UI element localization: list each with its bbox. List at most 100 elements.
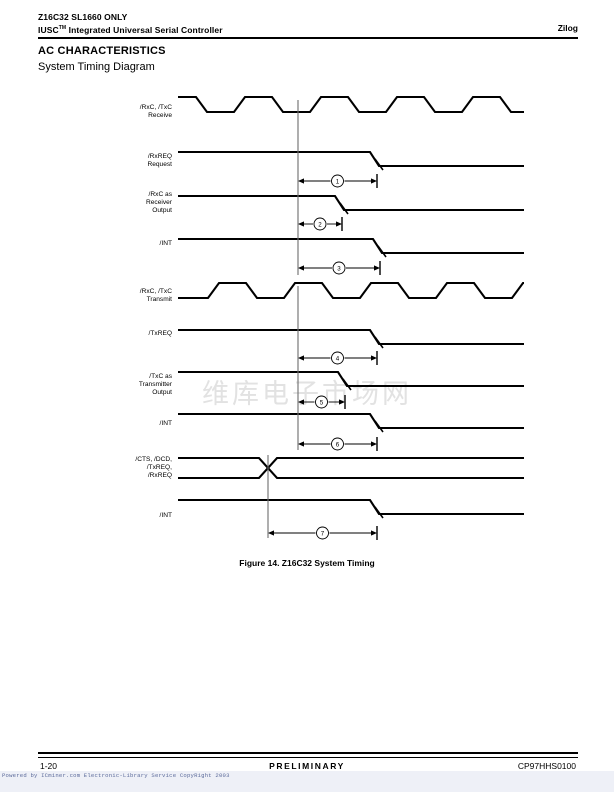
- header-divider: [38, 37, 578, 39]
- arrow-left-icon: [298, 178, 304, 184]
- signal-label: /CTS, /DCD,/TxREQ,/RxREQ: [62, 456, 172, 480]
- waveform-10: [178, 498, 524, 516]
- edge-tick-marker: [339, 202, 349, 215]
- arrow-right-icon: [336, 221, 342, 227]
- signal-label-line: /CTS, /DCD,: [135, 456, 172, 463]
- header-product-suffix: Integrated Universal Serial Controller: [68, 24, 223, 35]
- header-title-block: Z16C32 SL1660 ONLY IUSCTM Integrated Uni…: [38, 12, 223, 36]
- signal-label: /INT: [62, 240, 172, 248]
- signal-label-line: /RxC, /TxC: [139, 104, 172, 111]
- signal-label-line: Transmit: [146, 296, 172, 303]
- waveform-9: [178, 456, 524, 480]
- signal-label: /RxC as Receiver Output: [62, 191, 172, 215]
- measurement-circle: [313, 217, 327, 231]
- measurement-1: 1: [298, 174, 378, 188]
- signal-label-line: /TxC as: [149, 373, 172, 380]
- footer-divider-bottom: [38, 757, 578, 758]
- signal-label: /RxC, /TxC Receive: [62, 104, 172, 120]
- signal-label-line: /INT: [159, 420, 172, 427]
- edge-tick-marker: [374, 158, 384, 171]
- measurement-circle: [331, 351, 344, 365]
- measurement-6: 6: [298, 437, 378, 451]
- footer-document-id: CP97HHS0100: [517, 761, 576, 771]
- measurement-number: 4: [336, 355, 340, 362]
- measurement-number: 6: [336, 441, 340, 448]
- arrow-right-icon: [371, 178, 377, 184]
- measurement-number: 7: [321, 530, 325, 537]
- page-subtitle: System Timing Diagram: [38, 61, 155, 73]
- signal-label: /RxC, /TxC Transmit: [62, 288, 172, 304]
- waveform-5: [178, 281, 524, 300]
- signal-label-line: /RxREQ: [147, 472, 172, 479]
- arrow-right-icon: [371, 441, 377, 447]
- arrow-left-icon: [298, 265, 304, 271]
- arrow-left-icon: [298, 355, 304, 361]
- measurement-5: 5: [298, 395, 346, 409]
- edge-tick-marker: [374, 336, 384, 349]
- signal-label-line: Receive: [148, 112, 172, 119]
- signal-label: /INT: [62, 512, 172, 520]
- measurement-4: 4: [298, 351, 378, 365]
- waveform-9: [178, 456, 524, 480]
- measurement-number: 1: [336, 178, 340, 185]
- signal-label-line: Output: [152, 207, 172, 214]
- signal-label-line: /RxC as: [148, 191, 172, 198]
- measurement-circle: [316, 526, 329, 540]
- signal-label-line: /TxREQ: [148, 330, 172, 337]
- arrow-left-icon: [298, 399, 304, 405]
- measurement-circle: [331, 174, 344, 188]
- header-part-number: Z16C32 SL1660 ONLY: [38, 12, 128, 22]
- signal-label-line: /RxC, /TxC: [139, 288, 172, 295]
- arrow-left-icon: [298, 221, 304, 227]
- measurement-3: 3: [298, 261, 381, 275]
- arrow-right-icon: [371, 355, 377, 361]
- header-product-name: IUSCTM Integrated Universal Serial Contr…: [38, 23, 223, 36]
- waveform-3: [178, 194, 524, 212]
- arrow-right-icon: [371, 530, 377, 536]
- arrow-left-icon: [268, 530, 274, 536]
- measurement-number: 2: [318, 221, 322, 228]
- signal-label-line: Receiver: [145, 199, 172, 206]
- footer-divider-top: [38, 752, 578, 754]
- signal-label-line: /INT: [159, 240, 172, 247]
- footer-status: PRELIMINARY: [269, 761, 345, 771]
- signal-label-line: Transmitter: [138, 381, 172, 388]
- signal-label: /RxREQ Request: [62, 153, 172, 169]
- waveform-6: [178, 328, 524, 346]
- signal-label: /INT: [62, 420, 172, 428]
- edge-tick-marker: [377, 245, 387, 258]
- measurement-number: 5: [320, 399, 324, 406]
- footer-page-number: 1-20: [40, 761, 58, 771]
- signal-label: /TxC as Transmitter Output: [62, 373, 172, 397]
- measurement-7: 7: [268, 526, 378, 540]
- arrow-left-icon: [298, 441, 304, 447]
- waveform-4: [178, 237, 524, 255]
- signal-label-line: /RxREQ: [147, 153, 172, 160]
- signal-label-line: Output: [152, 389, 172, 396]
- measurement-circle: [315, 395, 328, 409]
- edge-tick-marker: [374, 420, 384, 433]
- edge-tick-marker: [342, 378, 352, 391]
- waveform-1: [178, 95, 524, 114]
- figure-caption: Figure 14. Z16C32 System Timing: [239, 558, 375, 568]
- header-product-prefix: IUSC: [38, 24, 59, 35]
- header-brand: Zilog: [557, 23, 578, 33]
- measurement-circle: [331, 437, 344, 451]
- watermark-text: 维库电子市场网: [202, 379, 412, 410]
- waveform-7: [178, 370, 524, 388]
- measurement-2: 2: [298, 217, 343, 231]
- library-banner-text: Powered by ICminer.com Electronic-Librar…: [2, 772, 230, 779]
- arrow-right-icon: [374, 265, 380, 271]
- library-banner: [0, 771, 614, 792]
- arrow-right-icon: [339, 399, 345, 405]
- page-title: AC CHARACTERISTICS: [38, 45, 166, 57]
- edge-tick-marker: [374, 506, 384, 519]
- trademark-icon: TM: [58, 25, 67, 31]
- waveform-2: [178, 150, 524, 168]
- signal-label-line: Request: [147, 161, 172, 168]
- signal-label: /TxREQ: [62, 330, 172, 338]
- waveform-8: [178, 412, 524, 430]
- signal-label-line: /INT: [159, 512, 172, 519]
